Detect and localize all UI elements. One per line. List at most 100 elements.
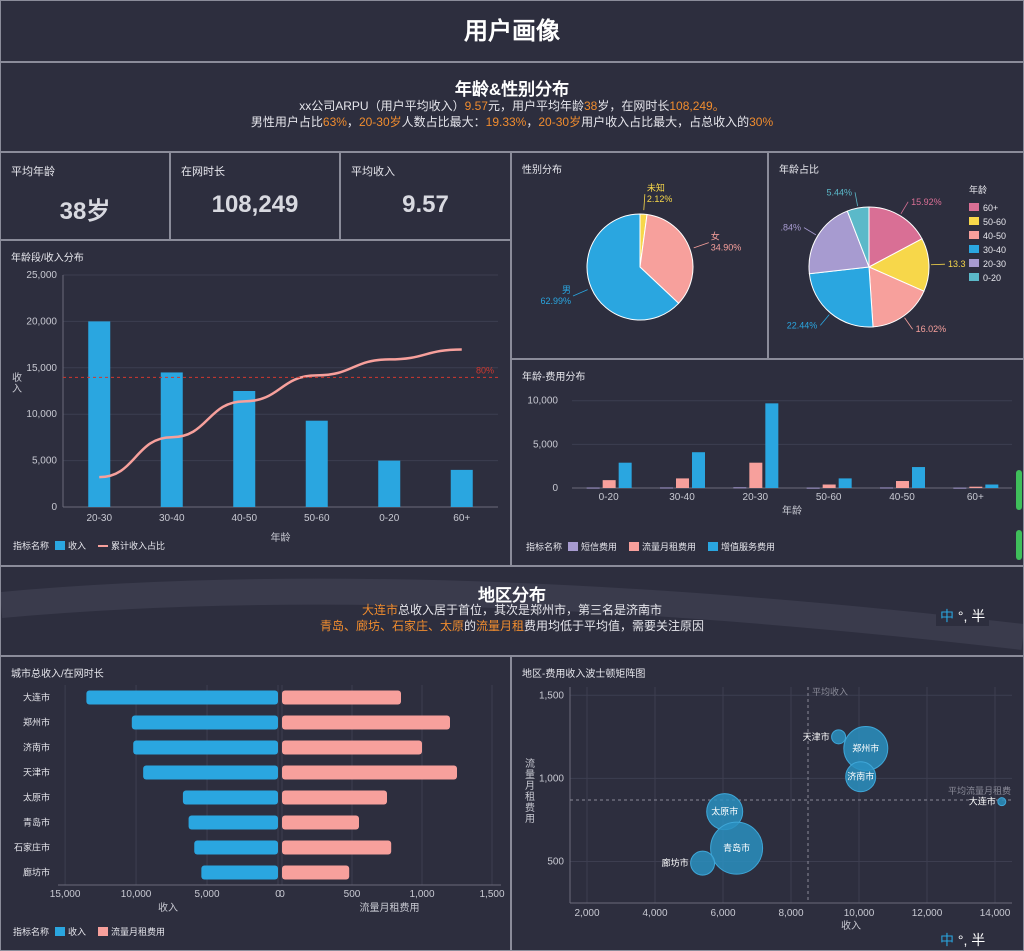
bubble — [997, 797, 1007, 807]
x-tick-label: 6,000 — [710, 908, 735, 919]
legend-item: 流量月租费用 — [629, 540, 696, 553]
x-tick-label: 20-30 — [743, 492, 769, 503]
bar — [282, 790, 387, 805]
chart-title: 性别分布 — [522, 165, 562, 176]
bar — [765, 403, 779, 488]
x-tick-label: 500 — [344, 889, 361, 900]
kpi-label: 在网时长 — [181, 166, 225, 178]
chart-legend: 指标名称 短信费用 流量月租费用 增值服务费用 — [526, 540, 781, 553]
pie-slice — [868, 266, 925, 328]
bar — [953, 487, 967, 489]
slice-value: 13.3 — [948, 259, 966, 269]
y-axis-title: 收入 — [12, 371, 22, 395]
x-axis-title: 收入 — [158, 901, 178, 914]
bar — [233, 391, 256, 507]
kpi-card-tenure: 在网时长 108,249 — [170, 152, 340, 240]
x-tick-label: 20-30 — [86, 513, 112, 524]
chart-title: 地区-费用收入波士顿矩阵图 — [522, 669, 646, 680]
bar — [282, 715, 450, 730]
ime-width: 半 — [971, 608, 986, 624]
legend-label: 60+ — [983, 203, 998, 213]
bubble-label: 青岛市 — [723, 842, 750, 853]
age-share-panel: 年龄占比 15.92% 13.3 16.02% 22.44% .84% 5.44% 年龄 60… — [768, 152, 1024, 359]
y-tick-label: 5,000 — [533, 439, 558, 450]
ime-width: 半 — [971, 932, 986, 948]
city-income-panel: 城市总收入/在网时长 15,000 10,000 5,000 0 0 500 1,000 1,… — [0, 656, 511, 951]
x-tick-label: 0-20 — [599, 492, 619, 503]
bar — [282, 865, 350, 880]
bar — [692, 452, 705, 488]
scroll-indicator[interactable] — [1016, 530, 1022, 560]
age-share-pie-chart: 15.92% 13.3 16.02% 22.44% .84% 5.44% 年龄 60+ 50-6… — [780, 184, 1006, 334]
legend-item: 收入 — [55, 925, 86, 938]
y-tick-label: 郑州市 — [23, 717, 50, 728]
y-tick-label: 5,000 — [32, 456, 57, 467]
bar — [282, 815, 359, 830]
legend-title: 指标名称 — [13, 541, 50, 551]
ime-indicator[interactable]: 中 °, 半 — [936, 930, 990, 950]
legend-item: 累计收入占比 — [98, 539, 165, 552]
ime-indicator-top[interactable]: 中 °, 半 — [936, 606, 990, 626]
legend-swatch — [969, 245, 979, 253]
region-section-header: 地区分布 大连市总收入居于首位，其次是郑州市，第三名是济南市 青岛、廊坊、石家庄… — [0, 566, 1024, 656]
legend-label: 40-50 — [983, 231, 1006, 241]
x-tick-label: 0 — [279, 889, 285, 900]
chart-title: 年龄段/收入分布 — [11, 253, 84, 264]
bar — [378, 460, 401, 507]
bar — [282, 740, 422, 755]
y-tick-label: 15,000 — [26, 363, 57, 374]
bar — [912, 467, 925, 488]
y-tick-label: 1,000 — [539, 773, 564, 784]
bubble — [710, 821, 764, 875]
x-axis-title: 年龄 — [271, 531, 291, 543]
x-axis-title: 年龄 — [782, 504, 802, 517]
y-tick-label: 济南市 — [23, 742, 50, 753]
slice-name: 未知 — [647, 182, 665, 193]
title-panel: 用户画像 — [0, 0, 1024, 62]
legend-swatch — [969, 273, 979, 281]
bar — [133, 740, 278, 755]
city-income-chart: 15,000 10,000 5,000 00 500 1,000 1,500 大连市郑州市济南… — [14, 685, 505, 914]
bar — [733, 487, 747, 489]
bar — [305, 420, 328, 507]
pie-slice — [808, 266, 874, 328]
y-tick-label: 大连市 — [23, 692, 50, 703]
ime-punct: °, — [957, 608, 968, 624]
x-tick-label: 10,000 — [844, 908, 875, 919]
bar — [201, 865, 278, 880]
pie-slice — [639, 213, 694, 305]
age-fee-panel: 年龄-费用分布 10,000 5,000 0 0-20 30-40 20-30 50-60 4… — [511, 359, 1024, 566]
x-tick-label: 30-40 — [159, 513, 185, 524]
x-tick-label: 50-60 — [304, 513, 330, 524]
slice-value: 5.44% — [826, 187, 852, 197]
bar — [143, 765, 278, 780]
scroll-indicator[interactable] — [1016, 470, 1022, 510]
legend-title: 指标名称 — [526, 542, 563, 552]
ime-mode: 中 — [940, 932, 954, 948]
kpi-card-income: 平均收入 9.57 — [340, 152, 511, 240]
x-tick-label: 60+ — [453, 513, 470, 524]
chart-title: 年龄-费用分布 — [522, 372, 586, 383]
avg-x-label: 平均收入 — [812, 686, 848, 697]
kpi-value: 9.57 — [402, 191, 449, 218]
bar — [450, 469, 473, 507]
slice-name: 男 — [562, 285, 571, 295]
legend-title: 年龄 — [969, 184, 987, 195]
markline-label: 80% — [476, 365, 494, 375]
bubble-label: 济南市 — [847, 771, 874, 782]
bar — [660, 487, 673, 489]
bar — [896, 481, 909, 488]
bubble-label: 太原市 — [711, 806, 738, 817]
y-tick-label: 0 — [51, 502, 57, 513]
legend-label: 30-40 — [983, 245, 1006, 255]
slice-value: 2.12% — [647, 194, 673, 204]
bar — [985, 484, 999, 488]
x-tick-label: 60+ — [967, 492, 984, 503]
label-leader — [904, 317, 913, 330]
section-title: 地区分布 — [478, 586, 546, 605]
x-tick-label: 1,500 — [479, 889, 504, 900]
chart-legend: 指标名称 收入 累计收入占比 — [13, 539, 171, 552]
age-fee-chart: 10,000 5,000 0 0-20 30-40 20-30 50-60 40-50 60+ 年… — [527, 396, 1012, 517]
avg-y-label: 平均流量月租费 — [948, 785, 1011, 796]
legend-item: 短信费用 — [568, 540, 617, 553]
